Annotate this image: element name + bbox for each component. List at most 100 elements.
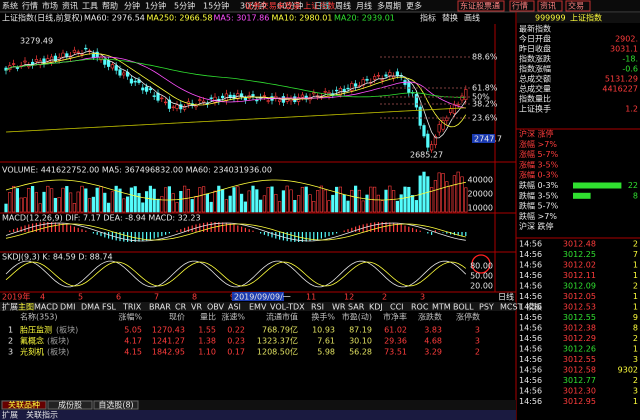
period-tab[interactable]: 分钟 (124, 1, 140, 11)
volume-bar (12, 185, 16, 213)
indicator-tab[interactable]: SAR (348, 303, 365, 312)
broker-button-label[interactable]: 资讯 (540, 1, 556, 11)
period-tab[interactable]: 更多 (406, 1, 422, 11)
candle-body (84, 47, 88, 50)
breadth-label: 涨幅 >7% (519, 139, 557, 149)
indicator-tab[interactable]: RSI (311, 303, 324, 312)
indicator-tab[interactable]: WR (332, 303, 346, 312)
indicator-tab[interactable]: VR (191, 303, 202, 312)
period-tab[interactable]: 周线 (335, 1, 351, 11)
tick-price: 3012.09 (563, 282, 596, 291)
bottom-tab[interactable] (93, 400, 139, 410)
candle-body (160, 97, 164, 100)
indicator-tab[interactable]: BOLL (453, 303, 474, 312)
broker-button[interactable] (565, 0, 591, 12)
menu-item[interactable]: 帮助 (102, 1, 118, 11)
bottom-tab-label[interactable]: 自选股(8) (98, 400, 133, 410)
tick-time: 14:56 (519, 250, 542, 259)
table-cell: 4.15 (124, 348, 142, 357)
indicator-tab[interactable]: EMV (249, 303, 267, 312)
candle-body (429, 144, 434, 151)
indicator-tab[interactable]: PSY (479, 303, 494, 312)
candle-body (353, 83, 358, 87)
volume-bar (46, 185, 50, 213)
bottom-tab-label[interactable]: 成份股 (58, 400, 82, 410)
indicator-tab[interactable]: ROC (411, 303, 429, 312)
candle-body (312, 92, 316, 95)
tick-time: 14:56 (519, 355, 542, 364)
tick-volume: 1 (633, 261, 638, 270)
bottom-tab[interactable] (47, 400, 93, 410)
row-name[interactable]: 氟概念 (20, 336, 44, 346)
volume-bar (160, 196, 164, 213)
menu-item[interactable]: 系统 (2, 1, 18, 11)
broker-button-label[interactable]: 行情 (512, 1, 528, 11)
quote-label: 指数量比 (519, 94, 551, 104)
period-tab[interactable]: 30分钟 (240, 1, 266, 11)
breadth-bar (573, 192, 591, 199)
broker-button-label[interactable]: 东证股票通 (460, 1, 500, 11)
table-cell: 0.17 (227, 348, 245, 357)
period-tab[interactable]: 15分钟 (203, 1, 229, 11)
candle-body (323, 91, 327, 93)
period-tab[interactable]: 1分钟 (145, 1, 166, 11)
tick-price: 3012.02 (563, 261, 596, 270)
tick-volume: 2 (633, 282, 638, 291)
tick-volume: 2 (633, 240, 638, 249)
indicator-tab[interactable]: VOL-TDX (270, 303, 305, 312)
row-name[interactable]: 胎压监测 (20, 325, 52, 335)
indicator-tab[interactable]: DMA (81, 303, 100, 312)
volume-bar (91, 196, 95, 213)
indicator-tab[interactable]: MTM (432, 303, 451, 312)
indicator-tab[interactable]: OBV (207, 303, 225, 312)
volume-bar (145, 191, 149, 213)
period-tab[interactable]: 60分钟 (277, 1, 303, 11)
period-tab[interactable]: 5分钟 (174, 1, 195, 11)
broker-button[interactable] (537, 0, 563, 12)
indicator-tab[interactable]: CR (175, 303, 187, 312)
period-tab[interactable]: 多周期 (377, 1, 401, 11)
row-name[interactable]: 光刻机 (20, 347, 44, 357)
volume-bar (296, 195, 301, 213)
indicator-tab[interactable]: MCST (500, 303, 523, 312)
indicator-tab[interactable]: TRIX (122, 303, 142, 312)
period-tab[interactable]: 日线 (314, 1, 330, 11)
volume-bar (88, 198, 92, 213)
menu-item[interactable]: 工具 (82, 2, 98, 11)
volume-bar (179, 190, 183, 213)
volume-axis-label: 40000 (468, 176, 493, 185)
indicator-tab[interactable]: CCI (390, 303, 404, 312)
bottom-tab-label[interactable]: 关联品种 (8, 400, 40, 410)
menu-item[interactable]: 市场 (42, 1, 58, 11)
indicator-tab[interactable]: 主图 (18, 302, 34, 312)
indicator-tab[interactable]: KDJ (369, 303, 383, 312)
indicator-tab[interactable]: BRAR (149, 303, 171, 312)
cursor-date: 2019/09/09/一 (234, 293, 291, 302)
indicator-tab[interactable]: ASI (228, 303, 241, 312)
indicator-tab[interactable]: FSL (102, 303, 117, 312)
indicator-tab[interactable]: DMI (60, 303, 75, 312)
table-cell: 5.05 (124, 326, 142, 335)
menu-item[interactable]: 资讯 (62, 1, 78, 11)
table-header: 市盈(动) (342, 312, 372, 322)
toolbar-item[interactable]: 画线 (464, 13, 480, 23)
candle-body (129, 78, 134, 84)
toolbar-item[interactable]: 指标 (420, 13, 436, 23)
indicator-tab[interactable]: 模板 (526, 302, 542, 312)
table-cell: 1842.95 (152, 348, 185, 357)
volume-bar (429, 187, 434, 213)
toolbar-item[interactable]: 替换 (442, 13, 458, 23)
period-tab[interactable]: 月线 (356, 1, 372, 11)
indicator-tab[interactable]: MACD (34, 303, 58, 312)
broker-button-label[interactable]: 交易 (568, 1, 584, 11)
indicator-tab[interactable]: 扩展 (2, 302, 18, 312)
volume-bar (42, 191, 46, 213)
volume-bar (217, 185, 221, 213)
volume-bar (194, 195, 198, 213)
broker-button[interactable] (457, 0, 505, 12)
broker-button[interactable] (509, 0, 535, 12)
bottom-tab[interactable] (1, 400, 47, 410)
table-cell: 30.10 (349, 337, 372, 346)
menu-item[interactable]: 行情 (22, 1, 38, 11)
